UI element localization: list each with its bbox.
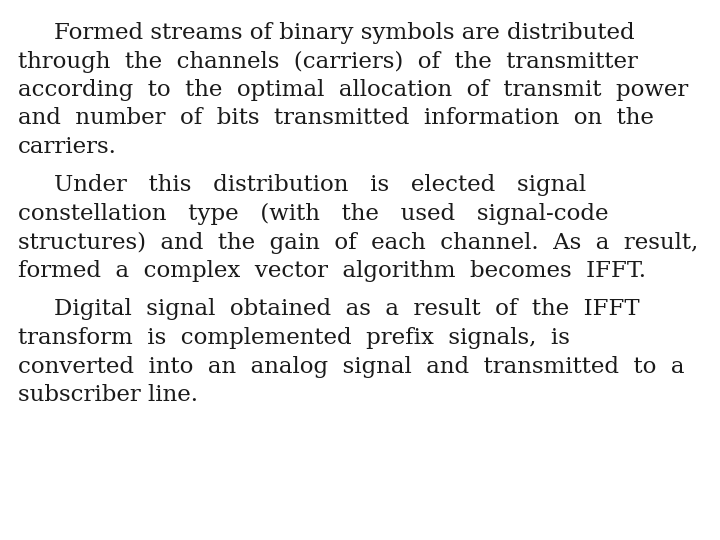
Text: transform  is  complemented  prefix  signals,  is: transform is complemented prefix signals… [18,327,570,349]
Text: subscriber line.: subscriber line. [18,384,198,406]
Text: and  number  of  bits  transmitted  information  on  the: and number of bits transmitted informati… [18,107,654,130]
Text: formed  a  complex  vector  algorithm  becomes  IFFT.: formed a complex vector algorithm become… [18,260,646,282]
Text: Under   this   distribution   is   elected   signal: Under this distribution is elected signa… [54,174,586,197]
Text: according  to  the  optimal  allocation  of  transmit  power: according to the optimal allocation of t… [18,79,688,101]
Text: through  the  channels  (carriers)  of  the  transmitter: through the channels (carriers) of the t… [18,51,638,72]
Text: converted  into  an  analog  signal  and  transmitted  to  a: converted into an analog signal and tran… [18,355,685,377]
Text: structures)  and  the  gain  of  each  channel.  As  a  result,: structures) and the gain of each channel… [18,232,698,254]
Text: Digital  signal  obtained  as  a  result  of  the  IFFT: Digital signal obtained as a result of t… [54,299,639,321]
Text: constellation   type   (with   the   used   signal-code: constellation type (with the used signal… [18,203,608,225]
Text: carriers.: carriers. [18,136,117,158]
Text: Formed streams of binary symbols are distributed: Formed streams of binary symbols are dis… [54,22,634,44]
